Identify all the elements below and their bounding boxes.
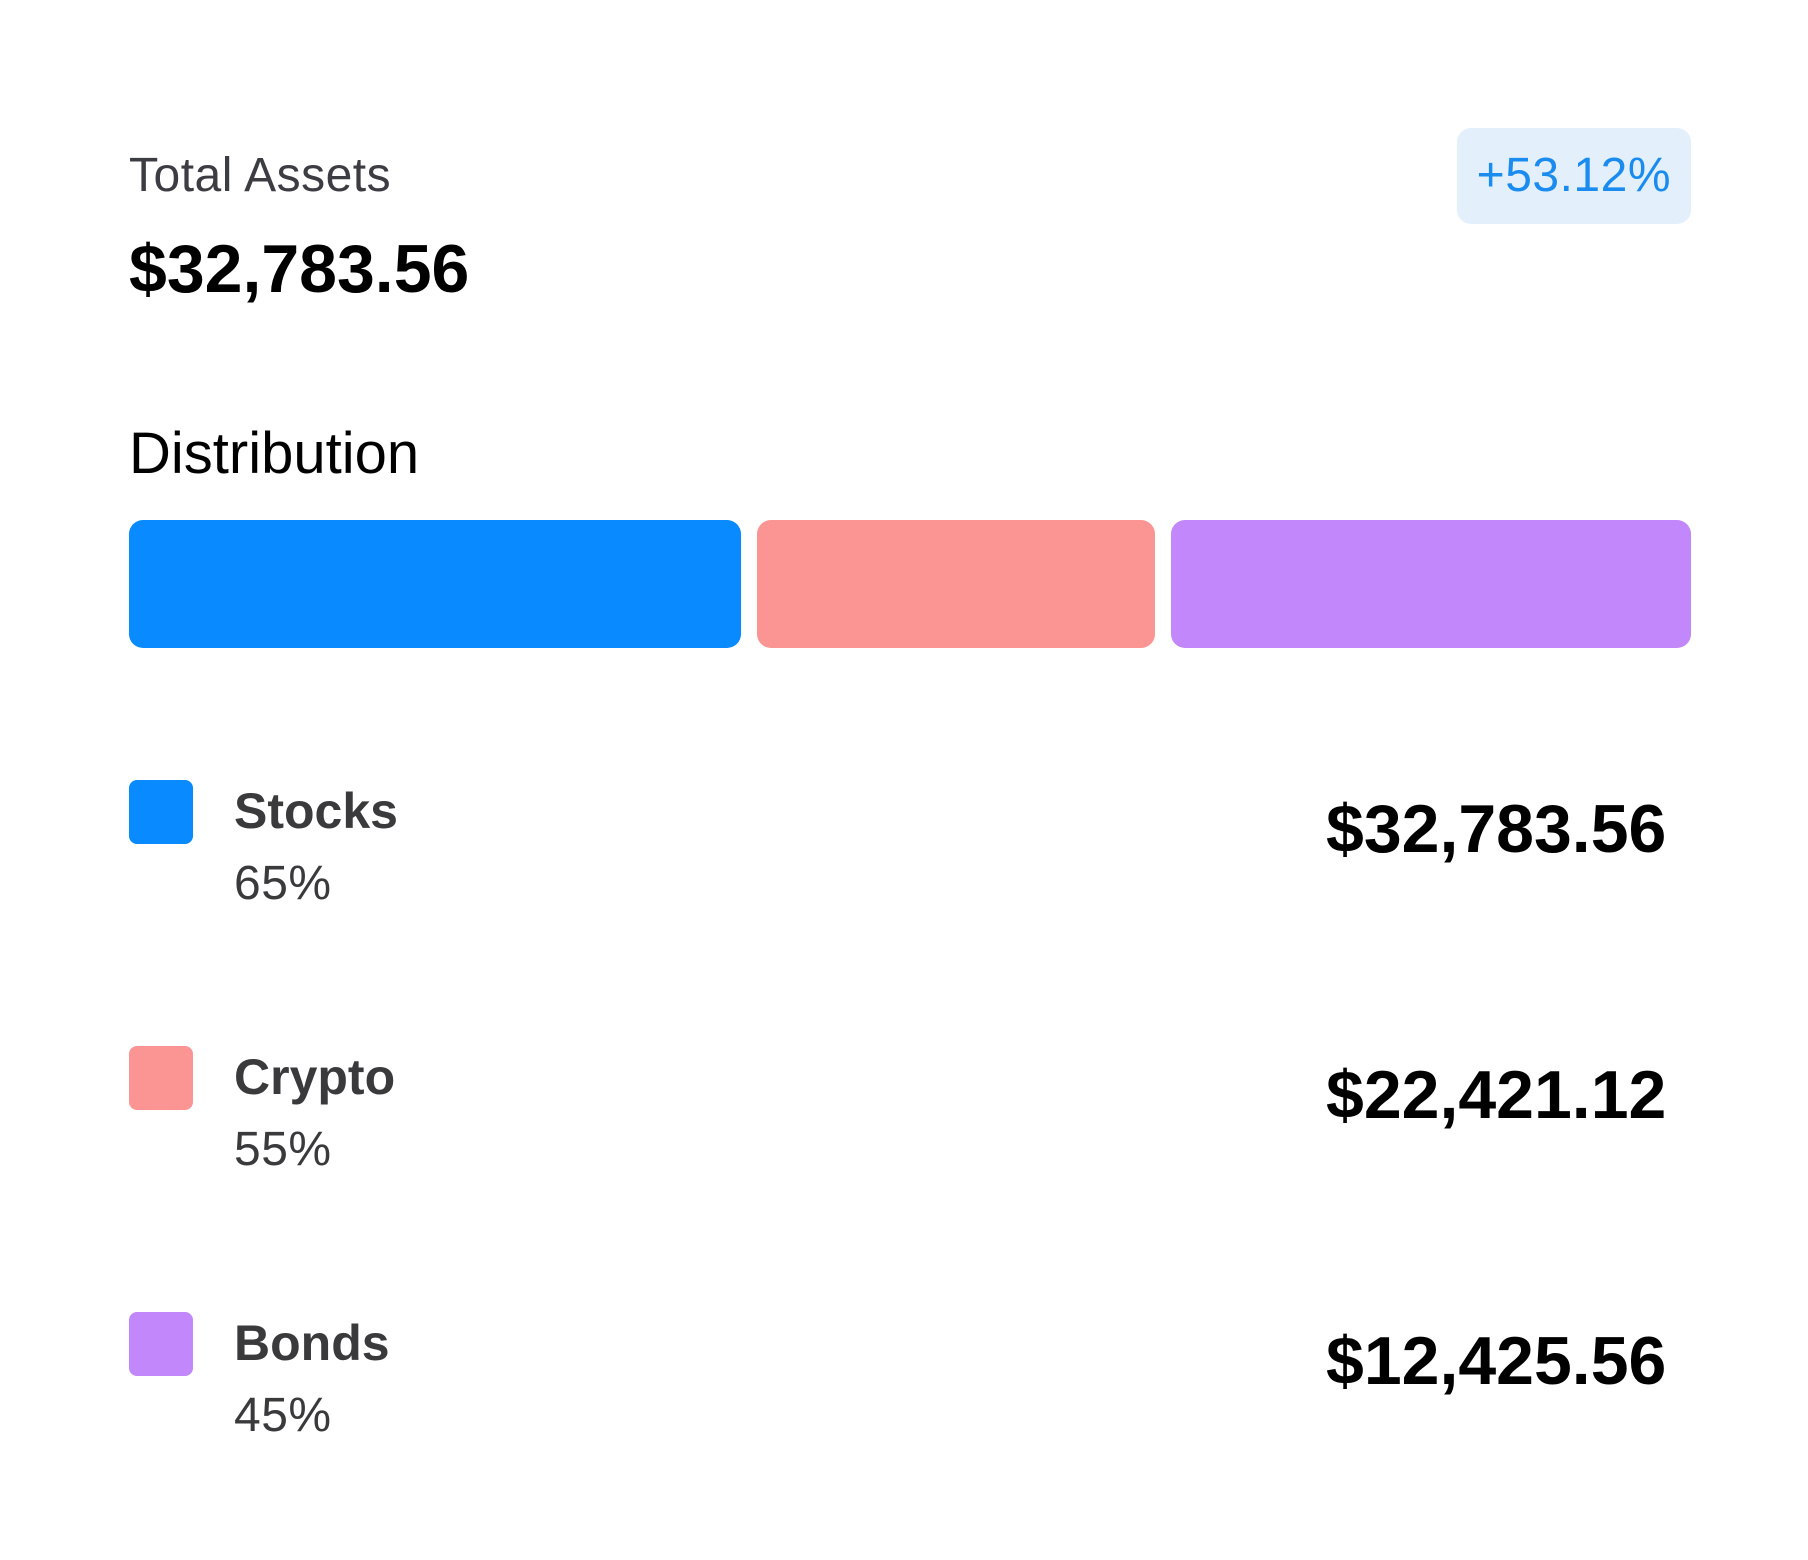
asset-row-bonds[interactable]: Bonds 45% $12,425.56 (129, 1312, 1691, 1560)
crypto-color-swatch (129, 1046, 193, 1110)
asset-value: $22,421.12 (1326, 1057, 1667, 1133)
assets-card: Total Assets $32,783.56 +53.12% Distribu… (129, 128, 1691, 1448)
total-assets-label: Total Assets (129, 149, 392, 202)
total-assets-value: $32,783.56 (129, 231, 470, 307)
asset-name: Stocks (234, 783, 398, 839)
bonds-color-swatch (129, 1312, 193, 1376)
stocks-color-swatch (129, 780, 193, 844)
asset-value: $32,783.56 (1326, 791, 1667, 867)
asset-percent: 55% (234, 1123, 332, 1176)
asset-percent: 45% (234, 1389, 332, 1442)
asset-list: Stocks 65% $32,783.56 Crypto 55% $22,421… (129, 780, 1691, 1560)
distribution-segment-bonds (1171, 520, 1691, 648)
distribution-bar (129, 520, 1691, 648)
assets-header: Total Assets $32,783.56 +53.12% (129, 128, 1691, 348)
change-badge: +53.12% (1456, 128, 1691, 224)
asset-percent: 65% (234, 857, 332, 910)
asset-row-crypto[interactable]: Crypto 55% $22,421.12 (129, 1046, 1691, 1312)
asset-name: Crypto (234, 1049, 396, 1105)
distribution-title: Distribution (129, 421, 420, 486)
distribution-segment-crypto (757, 520, 1155, 648)
asset-row-stocks[interactable]: Stocks 65% $32,783.56 (129, 780, 1691, 1046)
asset-value: $12,425.56 (1326, 1323, 1667, 1399)
asset-name: Bonds (234, 1315, 390, 1371)
distribution-segment-stocks (129, 520, 741, 648)
